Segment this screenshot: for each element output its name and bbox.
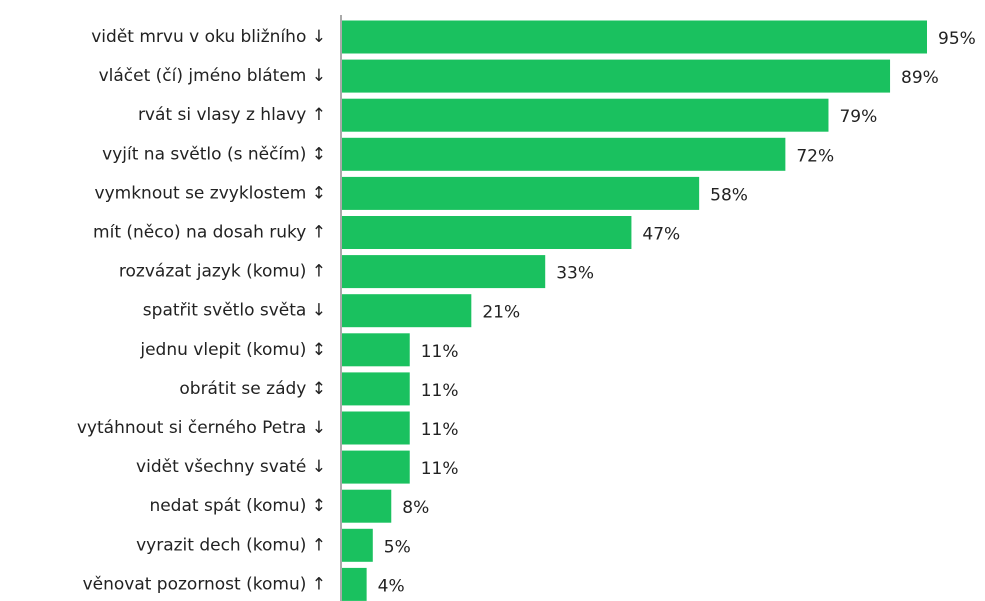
bar	[342, 372, 410, 406]
category-label: obrátit se zády ↕	[179, 379, 326, 399]
bar	[342, 137, 786, 171]
category-label: nedat spát (komu) ↕	[149, 496, 326, 516]
value-label: 33%	[556, 264, 594, 284]
bar	[342, 98, 829, 132]
bar	[342, 450, 410, 484]
category-label: mít (něco) na dosah ruky ↑	[93, 223, 326, 243]
value-label: 47%	[642, 225, 680, 245]
category-label: vidět všechny svaté ↓	[136, 457, 326, 477]
bar	[342, 333, 410, 367]
value-label: 4%	[378, 576, 405, 596]
value-label: 21%	[482, 303, 520, 323]
bar	[342, 567, 367, 601]
category-label: vyrazit dech (komu) ↑	[136, 535, 326, 555]
bar	[342, 216, 632, 249]
category-label: vláčet (čí) jméno blátem ↓	[99, 66, 326, 86]
value-label: 11%	[421, 459, 459, 479]
value-label: 58%	[710, 185, 748, 205]
value-label: 5%	[384, 537, 411, 557]
category-label: rozvázat jazyk (komu) ↑	[119, 262, 326, 282]
value-label: 8%	[402, 498, 429, 518]
value-label: 95%	[938, 29, 976, 49]
bar	[342, 59, 891, 93]
value-label: 11%	[421, 420, 459, 440]
bar	[342, 255, 546, 289]
bar	[342, 20, 927, 54]
bar	[342, 528, 373, 562]
value-label: 89%	[901, 68, 939, 88]
category-label: rvát si vlasy z hlavy ↑	[138, 105, 326, 125]
value-label: 11%	[421, 381, 459, 401]
value-label: 79%	[839, 107, 877, 127]
bar	[342, 294, 472, 328]
category-label: vidět mrvu v oku bližního ↓	[91, 27, 326, 47]
category-label: jednu vlepit (komu) ↕	[139, 340, 326, 360]
category-label: vymknout se zvyklostem ↕	[95, 183, 326, 203]
category-label: vyjít na světlo (s něčím) ↕	[102, 144, 326, 164]
category-label: spatřit světlo světa ↓	[143, 301, 326, 321]
bar	[342, 176, 700, 210]
value-label: 72%	[796, 146, 834, 166]
value-label: 11%	[421, 342, 459, 362]
bar	[342, 411, 410, 445]
category-label: věnovat pozornost (komu) ↑	[83, 574, 326, 594]
category-label: vytáhnout si černého Petra ↓	[77, 418, 326, 438]
bar	[342, 489, 392, 523]
